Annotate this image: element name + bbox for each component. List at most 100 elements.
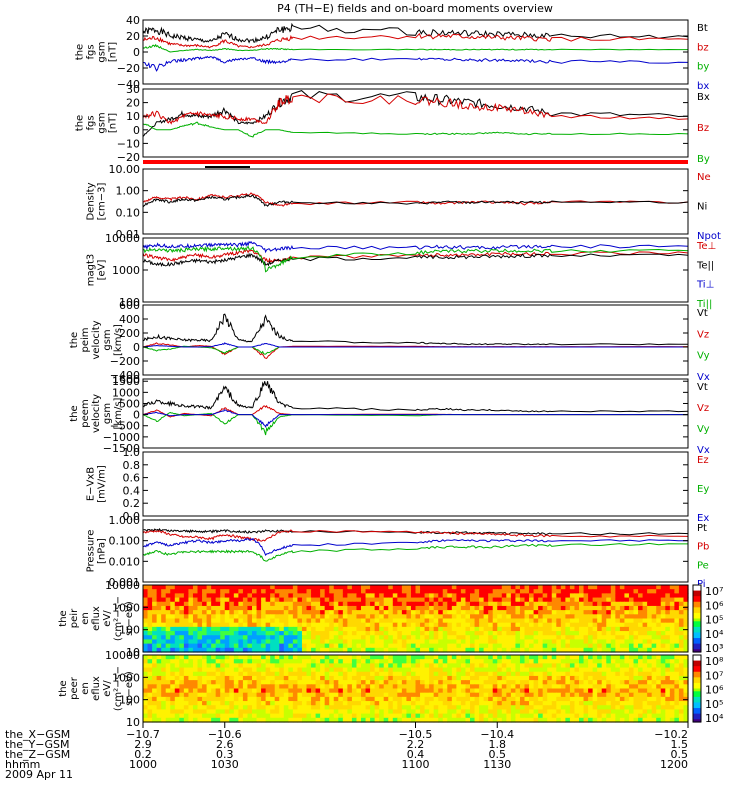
- panel-10-spectrogram-cell: [479, 696, 485, 702]
- panel-9-spectrogram-cell: [220, 643, 226, 649]
- panel-10-spectrogram-cell: [433, 688, 439, 694]
- panel-10-spectrogram-cell: [165, 713, 171, 719]
- panel-9-spectrogram-cell: [438, 601, 444, 607]
- panel-9-spectrogram-cell: [256, 593, 262, 599]
- panel-10-ytick-label: 10: [126, 716, 140, 729]
- panel-10-spectrogram-cell: [170, 696, 176, 702]
- panel-10-spectrogram-cell: [501, 717, 507, 723]
- panel-10-spectrogram-cell: [288, 655, 294, 660]
- panel-9-spectrogram-cell: [656, 597, 662, 603]
- panel-10-spectrogram-cell: [488, 680, 494, 685]
- panel-10-spectrogram-cell: [197, 705, 203, 711]
- panel-10-spectrogram-cell: [656, 696, 662, 702]
- panel-9-spectrogram-cell: [415, 601, 421, 607]
- panel-10-spectrogram-cell: [497, 680, 503, 685]
- panel-10-spectrogram-cell: [242, 659, 249, 664]
- panel-10-spectrogram-cell: [288, 659, 294, 664]
- panel-9-spectrogram-cell: [579, 626, 585, 632]
- panel-9-spectrogram-cell: [252, 601, 258, 607]
- panel-10-spectrogram-cell: [624, 701, 630, 706]
- panel-10-spectrogram-cell: [524, 680, 530, 685]
- panel-10-spectrogram-cell: [156, 675, 162, 681]
- panel-8-legend-2: Pe: [697, 560, 709, 571]
- panel-9-spectrogram-cell: [170, 605, 176, 611]
- panel-10-spectrogram-cell: [510, 688, 517, 694]
- panel-9-spectrogram-cell: [410, 639, 417, 645]
- panel-10-spectrogram-cell: [165, 671, 171, 677]
- panel-10-spectrogram-cell: [538, 655, 544, 660]
- panel-10-spectrogram-cell: [188, 692, 194, 698]
- panel-9-spectrogram-cell: [147, 589, 153, 594]
- panel-10-spectrogram-cell: [288, 663, 294, 669]
- panel-9-spectrogram-cell: [638, 618, 644, 624]
- panel-10-spectrogram-cell: [143, 692, 149, 698]
- panel-10-spectrogram-cell: [465, 696, 471, 702]
- panel-9-spectrogram-cell: [152, 614, 158, 620]
- panel-10-spectrogram-cell: [433, 696, 439, 702]
- panel-10-spectrogram-cell: [615, 655, 621, 660]
- panel-9-spectrogram-cell: [628, 622, 635, 628]
- panel-9-spectrogram-cell: [579, 589, 585, 594]
- panel-9-spectrogram-cell: [583, 626, 589, 632]
- panel-9-spectrogram-cell: [483, 585, 489, 590]
- panel-10-spectrogram-cell: [615, 709, 621, 715]
- panel-9-spectrogram-cell: [242, 622, 249, 628]
- panel-9-spectrogram-cell: [597, 647, 603, 653]
- panel-9-spectrogram-cell: [606, 643, 612, 649]
- panel-10-spectrogram-cell: [497, 659, 503, 664]
- panel-10-spectrogram-cell: [311, 709, 317, 715]
- panel-9-spectrogram-cell: [574, 643, 580, 649]
- panel-9-spectrogram-cell: [297, 585, 303, 590]
- panel-9-spectrogram-cell: [410, 626, 417, 632]
- panel-10-spectrogram-cell: [188, 717, 194, 723]
- panel-9-spectrogram-cell: [628, 647, 635, 653]
- panel-9-spectrogram-cell: [183, 593, 190, 599]
- panel-9-spectrogram-cell: [206, 593, 212, 599]
- panel-10-spectrogram-cell: [456, 701, 462, 706]
- panel-10-ylabel-line: sr−eV): [124, 671, 135, 706]
- panel-10-spectrogram-cell: [533, 709, 539, 715]
- panel-10-spectrogram-cell: [579, 659, 585, 664]
- footer-value: 1200: [660, 758, 688, 771]
- panel-10-spectrogram-cell: [524, 705, 530, 711]
- panel-9-spectrogram-cell: [397, 589, 403, 594]
- panel-9-spectrogram-cell: [429, 605, 435, 611]
- panel-10-spectrogram-cell: [451, 680, 457, 685]
- panel-9-spectrogram-cell: [497, 618, 503, 624]
- panel-9-spectrogram-cell: [206, 605, 212, 611]
- panel-3-legend-1: Ni: [697, 202, 707, 213]
- panel-9-spectrogram-cell: [669, 647, 675, 653]
- panel-9-spectrogram-cell: [501, 647, 507, 653]
- panel-9-spectrogram-cell: [161, 639, 167, 645]
- panel-10-spectrogram-cell: [410, 684, 417, 690]
- panel-9-spectrogram-cell: [606, 614, 612, 620]
- panel-10-spectrogram-cell: [292, 701, 299, 706]
- panel-10-spectrogram-cell: [197, 659, 203, 664]
- mode-bar: [143, 160, 688, 164]
- panel-10-spectrogram-cell: [538, 684, 544, 690]
- panel-10-spectrogram-cell: [488, 663, 494, 669]
- panel-10-spectrogram-cell: [619, 659, 626, 664]
- panel-9-spectrogram-cell: [297, 622, 303, 628]
- panel-9-spectrogram-cell: [410, 585, 417, 590]
- panel-10-spectrogram-cell: [265, 717, 271, 723]
- panel-10-spectrogram-cell: [342, 717, 348, 723]
- panel-10-spectrogram-cell: [497, 667, 503, 673]
- panel-10-spectrogram-cell: [601, 692, 607, 698]
- panel-9-spectrogram-cell: [383, 631, 389, 636]
- panel-10-spectrogram-cell: [174, 692, 180, 698]
- panel-9-spectrogram-cell: [551, 618, 557, 624]
- panel-9-spectrogram-cell: [592, 589, 598, 594]
- panel-9-spectrogram-cell: [224, 618, 230, 624]
- panel-9-spectrogram-cell: [588, 647, 594, 653]
- panel-10-spectrogram-cell: [560, 717, 566, 723]
- panel-9-spectrogram-cell: [242, 635, 249, 641]
- panel-9-spectrogram-cell: [397, 614, 403, 620]
- panel-9-spectrogram-cell: [215, 647, 221, 653]
- panel-9-spectrogram-cell: [242, 639, 249, 645]
- panel-10-spectrogram-cell: [370, 659, 376, 664]
- panel-9-spectrogram-cell: [320, 618, 326, 624]
- panel-10-spectrogram-cell: [202, 684, 208, 690]
- panel-10-spectrogram-cell: [342, 705, 348, 711]
